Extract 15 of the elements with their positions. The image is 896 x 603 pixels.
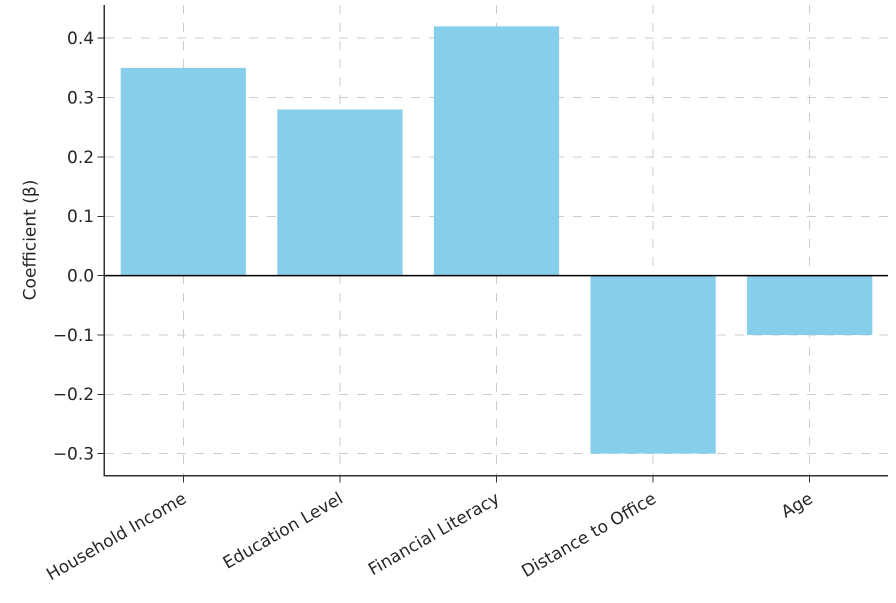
x-tick-label: Age	[778, 488, 816, 523]
y-tick-label: −0.1	[52, 326, 94, 346]
y-tick-label: 0.4	[67, 29, 94, 50]
bar	[277, 109, 403, 276]
bar	[434, 26, 560, 276]
y-tick-label: 0.1	[67, 207, 94, 228]
y-tick-label: 0.3	[67, 88, 94, 109]
bar	[120, 68, 246, 276]
bar	[590, 276, 716, 454]
y-axis-title: Coefficient (β)	[20, 180, 41, 300]
y-tick-label: 0.0	[67, 266, 94, 287]
bar	[747, 276, 872, 335]
y-tick-label: −0.3	[52, 444, 94, 465]
y-tick-label: 0.2	[67, 148, 94, 168]
y-tick-label: −0.2	[52, 385, 94, 406]
